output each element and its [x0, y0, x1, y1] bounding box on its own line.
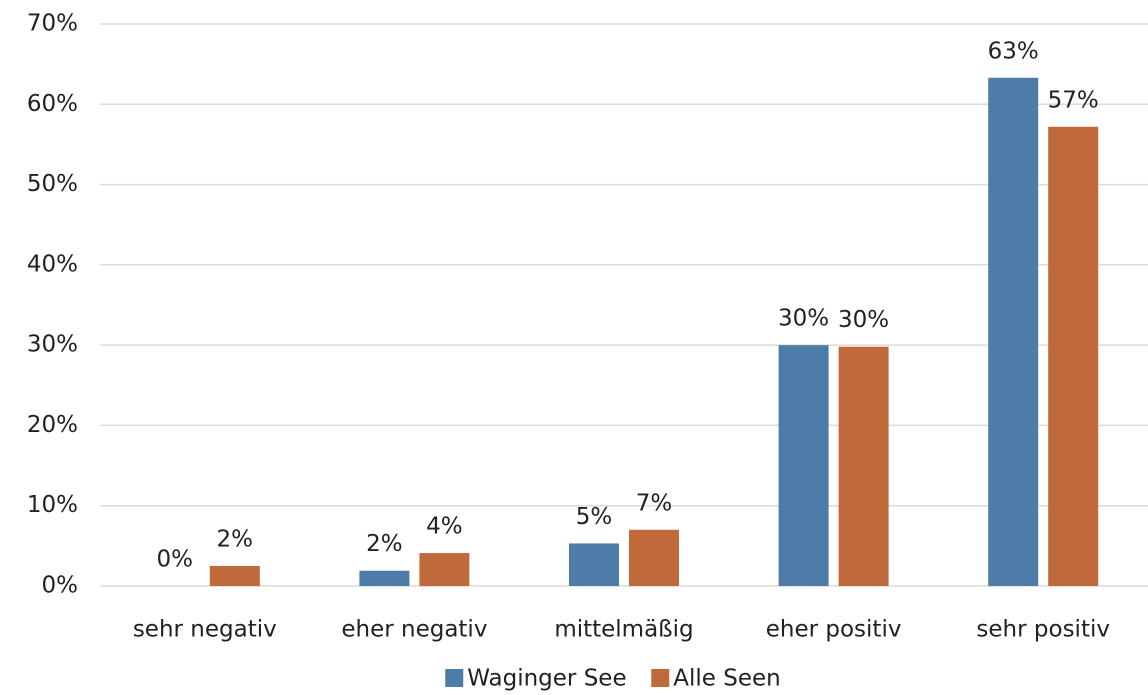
data-label: 5%	[576, 504, 613, 530]
y-tick-label: 0%	[42, 573, 79, 599]
x-tick-label: sehr negativ	[133, 617, 277, 643]
bar	[569, 543, 619, 586]
data-label: 30%	[778, 306, 829, 332]
x-tick-label: mittelmäßig	[554, 617, 693, 643]
y-tick-label: 70%	[27, 11, 78, 37]
legend-swatch	[445, 669, 464, 687]
data-label: 30%	[838, 307, 889, 333]
legend-swatch	[651, 669, 670, 687]
y-tick-label: 10%	[27, 492, 78, 518]
legend-label: Waginger See	[467, 666, 626, 692]
y-tick-label: 50%	[27, 171, 78, 197]
data-label: 63%	[988, 38, 1039, 64]
bar	[419, 553, 470, 586]
data-label: 7%	[636, 490, 673, 516]
bar	[778, 345, 829, 586]
x-tick-label: eher positiv	[766, 617, 902, 643]
data-label: 2%	[366, 531, 403, 557]
bar	[1048, 126, 1099, 586]
data-label: 2%	[217, 526, 254, 552]
bar	[838, 346, 889, 586]
legend-label: Alle Seen	[673, 666, 780, 692]
y-tick-label: 30%	[27, 332, 78, 358]
y-tick-label: 40%	[27, 251, 78, 277]
y-tick-label: 20%	[27, 412, 78, 438]
data-label: 4%	[426, 514, 463, 540]
data-label: 0%	[157, 547, 194, 573]
bar	[629, 529, 679, 586]
bar	[209, 565, 260, 586]
bar	[988, 77, 1039, 586]
data-label: 57%	[1048, 87, 1099, 113]
bar	[359, 570, 410, 586]
x-tick-label: eher negativ	[341, 617, 487, 643]
y-tick-label: 60%	[27, 91, 78, 117]
x-tick-label: sehr positiv	[976, 617, 1110, 643]
